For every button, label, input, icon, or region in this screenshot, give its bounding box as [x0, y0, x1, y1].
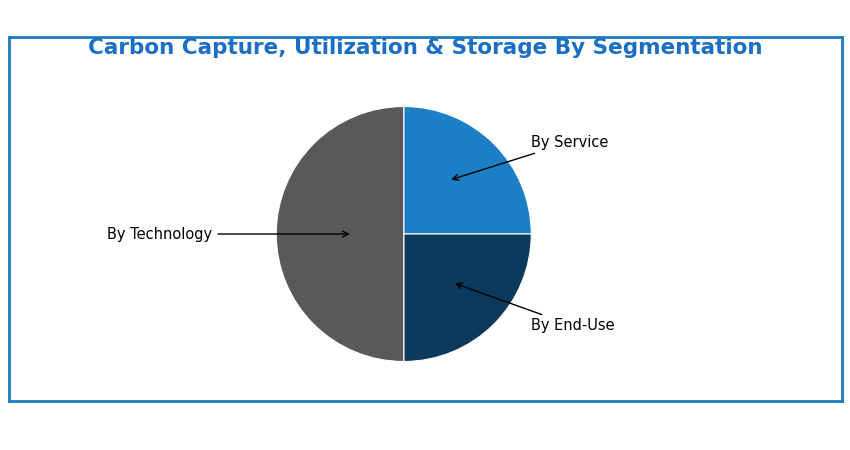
Text: Carbon Capture, Utilization & Storage By Segmentation: Carbon Capture, Utilization & Storage By…	[88, 38, 762, 58]
Text: By Technology: By Technology	[107, 226, 348, 242]
Text: ☎  +1 929-297-9727 | +44-289-581-7111: ☎ +1 929-297-9727 | +44-289-581-7111	[26, 422, 232, 433]
Text: © Polaris Market Research and Consulting LLP: © Polaris Market Research and Consulting…	[598, 423, 824, 432]
Wedge shape	[404, 107, 531, 234]
Text: By Service: By Service	[452, 135, 609, 180]
Text: By End-Use: By End-Use	[456, 283, 615, 333]
Wedge shape	[404, 234, 531, 361]
Wedge shape	[276, 107, 404, 361]
Text: ✉  sales@polarismarketresearch.com: ✉ sales@polarismarketresearch.com	[357, 423, 540, 432]
